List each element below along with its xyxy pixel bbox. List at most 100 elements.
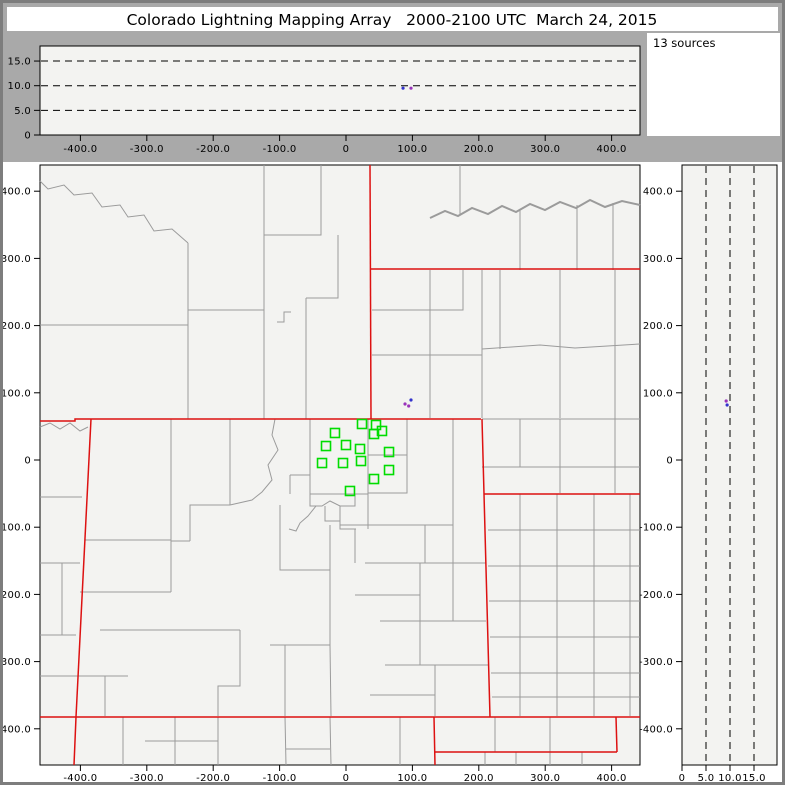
lma-station-marker bbox=[329, 427, 341, 439]
lma-station-marker bbox=[316, 457, 328, 469]
tick-label: 0 bbox=[679, 773, 686, 784]
county-boundary bbox=[372, 270, 464, 311]
tick-label: 0 bbox=[24, 456, 31, 467]
county-boundary bbox=[481, 343, 641, 350]
lma-stations-layer bbox=[316, 418, 395, 497]
tick-label: -400.0 bbox=[63, 144, 97, 155]
tick-label: 15.0 bbox=[8, 57, 31, 68]
county-boundary bbox=[279, 505, 330, 571]
page-title: Colorado Lightning Mapping Array 2000-21… bbox=[127, 11, 658, 29]
tick-label: 200.0 bbox=[1, 321, 31, 332]
lightning-source-point bbox=[409, 86, 413, 90]
lightning-source-point bbox=[409, 398, 413, 402]
county-boundary bbox=[309, 494, 356, 507]
county-boundary bbox=[339, 506, 356, 530]
tick-label: -300.0 bbox=[639, 657, 673, 668]
lightning-source-point bbox=[403, 402, 407, 406]
state-boundary bbox=[615, 716, 618, 753]
lightning-sources-layer bbox=[403, 398, 413, 408]
sources-count-label: 13 sources bbox=[653, 36, 715, 50]
tick-label: 400.0 bbox=[643, 187, 673, 198]
tick-label: 200.0 bbox=[643, 321, 673, 332]
tick-label: 0 bbox=[343, 144, 350, 155]
tick-label: -100.0 bbox=[639, 523, 673, 534]
tick-label: -200.0 bbox=[196, 773, 230, 784]
lma-station-marker bbox=[344, 485, 356, 497]
tick-label: 200.0 bbox=[464, 773, 494, 784]
tick-label: -300.0 bbox=[0, 657, 31, 668]
title-box bbox=[7, 7, 778, 31]
county-boundary bbox=[284, 716, 287, 766]
tick-label: -400.0 bbox=[0, 724, 31, 735]
ns-altitude-layer: 400.0 300.0 200.0 100.0 0 -100.0 -200.0 -300.0 -… bbox=[639, 166, 765, 784]
state-boundary bbox=[73, 716, 77, 766]
county-boundary bbox=[288, 505, 317, 532]
tick-label: -100.0 bbox=[263, 773, 297, 784]
county-boundary bbox=[277, 311, 291, 323]
lma-station-marker bbox=[368, 428, 380, 440]
state-boundary bbox=[75, 418, 92, 718]
state-boundary bbox=[40, 418, 481, 422]
ew-altitude-panel[interactable] bbox=[39, 45, 641, 136]
lightning-source-point bbox=[725, 403, 729, 407]
tick-label: 0 bbox=[24, 131, 31, 142]
sources-box bbox=[647, 33, 780, 136]
county-boundary bbox=[290, 474, 311, 494]
county-boundary bbox=[329, 716, 332, 766]
tick-label: 400.0 bbox=[597, 773, 627, 784]
state-boundary bbox=[433, 716, 436, 766]
map-axis-ticks: 400.0 300.0 200.0 100.0 0 -100.0 -200.0 -300.0 -… bbox=[0, 187, 627, 784]
tick-label: -300.0 bbox=[130, 773, 164, 784]
tick-label: 300.0 bbox=[530, 144, 560, 155]
lma-station-marker bbox=[356, 418, 368, 430]
tick-label: 300.0 bbox=[1, 254, 31, 265]
state-boundary bbox=[369, 164, 372, 420]
tick-label: 15.0 bbox=[742, 773, 765, 784]
county-boundary bbox=[324, 506, 340, 522]
tick-label: -400.0 bbox=[63, 773, 97, 784]
lightning-source-point bbox=[401, 86, 405, 90]
state-boundaries-layer bbox=[40, 164, 640, 766]
tick-label: -100.0 bbox=[0, 523, 31, 534]
tick-label: -200.0 bbox=[639, 590, 673, 601]
county-boundary bbox=[329, 644, 332, 717]
tick-label: 100.0 bbox=[643, 388, 673, 399]
tick-label: 300.0 bbox=[643, 254, 673, 265]
tick-label: -200.0 bbox=[196, 144, 230, 155]
lma-station-marker bbox=[320, 440, 332, 452]
county-boundaries-layer bbox=[39, 165, 641, 766]
tick-label: -100.0 bbox=[263, 144, 297, 155]
tick-label: 200.0 bbox=[464, 144, 494, 155]
county-boundary bbox=[39, 180, 189, 244]
tick-label: -200.0 bbox=[0, 590, 31, 601]
tick-label: 400.0 bbox=[1, 187, 31, 198]
county-boundary bbox=[306, 235, 339, 299]
county-boundary bbox=[189, 504, 230, 541]
tick-label: 100.0 bbox=[397, 773, 427, 784]
tick-label: -300.0 bbox=[130, 144, 164, 155]
tick-label: 5.0 bbox=[698, 773, 715, 784]
tick-label: 300.0 bbox=[530, 773, 560, 784]
lma-station-marker bbox=[355, 455, 367, 467]
lma-station-marker bbox=[383, 464, 395, 476]
tick-label: 100.0 bbox=[397, 144, 427, 155]
tick-label: -400.0 bbox=[639, 724, 673, 735]
lma-station-marker bbox=[340, 439, 352, 451]
tick-label: 0 bbox=[666, 456, 673, 467]
lightning-source-point bbox=[407, 404, 411, 408]
lma-station-marker bbox=[383, 446, 395, 458]
lma-station-marker bbox=[337, 457, 349, 469]
river-boundary bbox=[429, 198, 641, 219]
county-boundary bbox=[217, 630, 241, 716]
county-boundary bbox=[39, 422, 89, 432]
tick-label: 100.0 bbox=[1, 388, 31, 399]
tick-label: 10.0 bbox=[718, 773, 741, 784]
plan-view-map-panel[interactable] bbox=[39, 164, 641, 766]
lma-station-marker bbox=[376, 425, 388, 437]
ew-altitude-layer: 15.0 10.0 5.0 0 -400.0 -300.0 -200.0 -100.0 0 100… bbox=[8, 57, 639, 155]
lma-station-marker bbox=[354, 443, 366, 455]
lma-station-marker bbox=[368, 473, 380, 485]
